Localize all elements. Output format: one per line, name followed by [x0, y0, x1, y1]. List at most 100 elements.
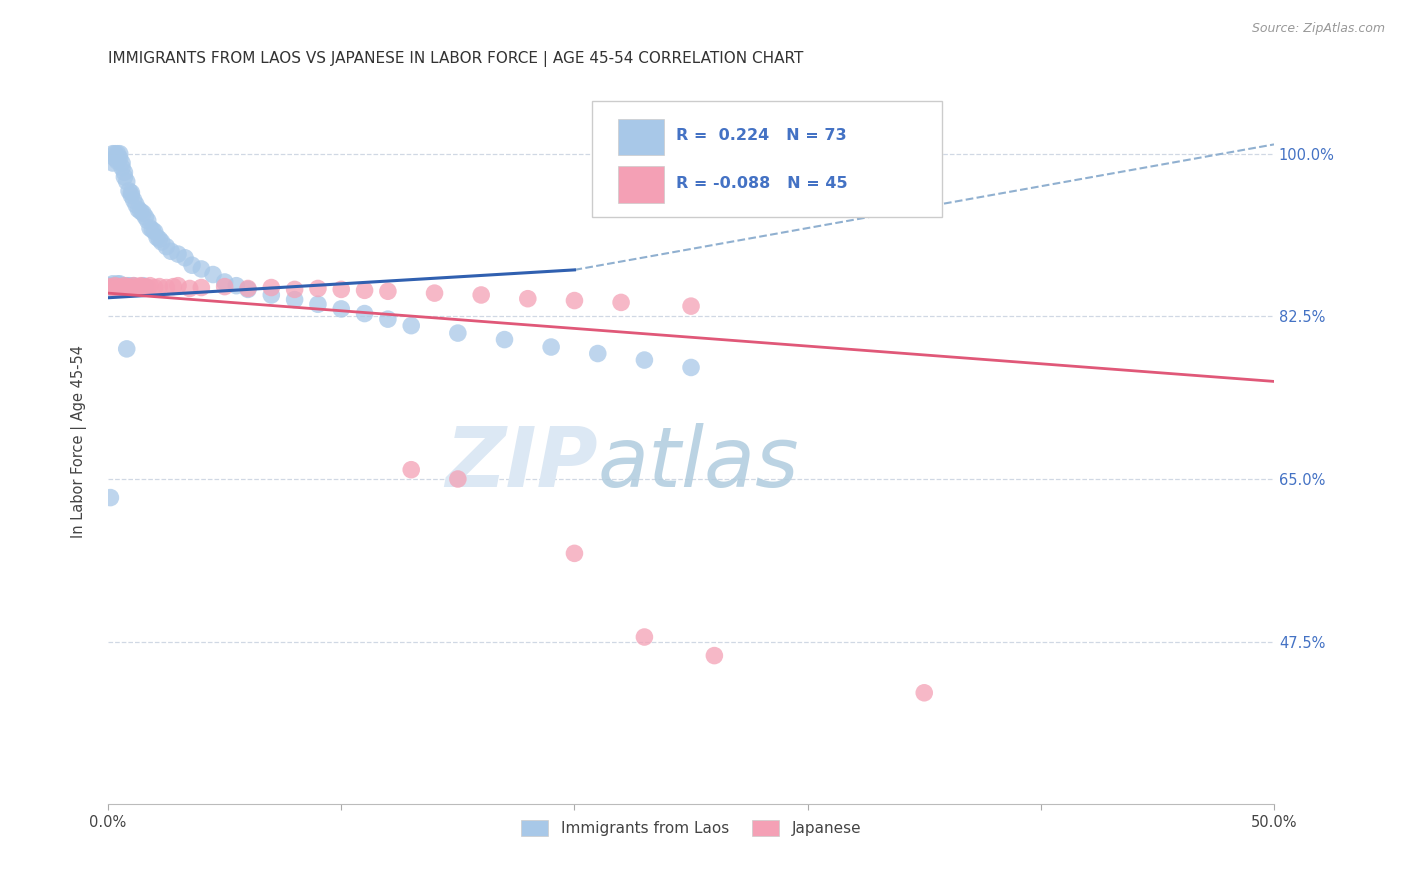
Point	[118, 184, 141, 198]
Point	[115, 278, 138, 293]
Point	[139, 221, 162, 235]
Point	[120, 281, 142, 295]
Point	[516, 292, 538, 306]
Point	[181, 258, 204, 272]
Point	[679, 360, 702, 375]
Point	[377, 285, 399, 299]
Point	[377, 312, 399, 326]
Point	[105, 281, 128, 295]
Point	[236, 282, 259, 296]
Legend: Immigrants from Laos, Japanese: Immigrants from Laos, Japanese	[513, 813, 869, 844]
Point	[129, 280, 152, 294]
Point	[125, 198, 148, 212]
Point	[108, 277, 131, 291]
Point	[150, 235, 173, 249]
Point	[105, 277, 128, 291]
Point	[108, 152, 131, 166]
Point	[284, 282, 307, 296]
Point	[167, 247, 190, 261]
Point	[330, 282, 353, 296]
Text: atlas: atlas	[598, 423, 800, 504]
Point	[330, 301, 353, 316]
Point	[122, 278, 145, 293]
Point	[353, 307, 375, 321]
Point	[125, 280, 148, 294]
Point	[447, 472, 470, 486]
Bar	[617, 166, 664, 202]
Text: R =  0.224   N = 73: R = 0.224 N = 73	[676, 128, 846, 143]
Point	[112, 169, 135, 184]
Point	[100, 278, 122, 293]
Point	[125, 280, 148, 294]
Point	[127, 202, 149, 217]
Point	[190, 280, 212, 294]
Text: ZIP: ZIP	[446, 423, 598, 504]
Point	[104, 278, 127, 293]
Point	[101, 146, 124, 161]
Point	[134, 279, 156, 293]
Point	[146, 230, 169, 244]
Text: Source: ZipAtlas.com: Source: ZipAtlas.com	[1251, 22, 1385, 36]
Point	[101, 280, 124, 294]
Point	[108, 146, 131, 161]
Point	[105, 146, 128, 161]
Point	[307, 281, 329, 295]
Text: IMMIGRANTS FROM LAOS VS JAPANESE IN LABOR FORCE | AGE 45-54 CORRELATION CHART: IMMIGRANTS FROM LAOS VS JAPANESE IN LABO…	[108, 51, 803, 67]
Point	[111, 278, 134, 293]
Point	[155, 240, 177, 254]
Point	[912, 686, 935, 700]
Point	[104, 280, 127, 294]
Point	[115, 342, 138, 356]
Point	[201, 268, 224, 282]
Point	[132, 278, 155, 293]
Point	[190, 262, 212, 277]
Point	[179, 281, 201, 295]
Point	[610, 295, 633, 310]
Point	[136, 280, 159, 294]
Point	[111, 161, 134, 175]
Point	[112, 278, 135, 293]
Point	[104, 152, 127, 166]
Point	[120, 188, 142, 202]
Point	[284, 293, 307, 307]
Point	[143, 280, 166, 294]
Point	[127, 280, 149, 294]
Point	[423, 286, 446, 301]
Point	[141, 223, 163, 237]
Point	[132, 280, 155, 294]
Point	[105, 154, 128, 169]
Point	[225, 278, 247, 293]
Point	[162, 279, 184, 293]
Point	[112, 165, 135, 179]
Point	[174, 251, 197, 265]
Point	[399, 463, 422, 477]
Bar	[617, 119, 664, 155]
Point	[148, 232, 170, 246]
Point	[111, 280, 134, 294]
Point	[127, 279, 149, 293]
Point	[132, 206, 155, 220]
Point	[118, 278, 141, 293]
Point	[112, 281, 135, 295]
Point	[143, 225, 166, 239]
Point	[540, 340, 562, 354]
Point	[129, 278, 152, 293]
Point	[122, 193, 145, 207]
Point	[108, 279, 131, 293]
Point	[101, 277, 124, 291]
Point	[633, 353, 655, 368]
Point	[586, 346, 609, 360]
Point	[633, 630, 655, 644]
Point	[115, 280, 138, 294]
Point	[155, 280, 177, 294]
Point	[139, 278, 162, 293]
Point	[399, 318, 422, 333]
Point	[134, 279, 156, 293]
Point	[564, 546, 586, 560]
Point	[353, 283, 375, 297]
Point	[260, 288, 283, 302]
Point	[134, 210, 156, 224]
Point	[564, 293, 586, 308]
Point	[101, 156, 124, 170]
Point	[447, 326, 470, 340]
